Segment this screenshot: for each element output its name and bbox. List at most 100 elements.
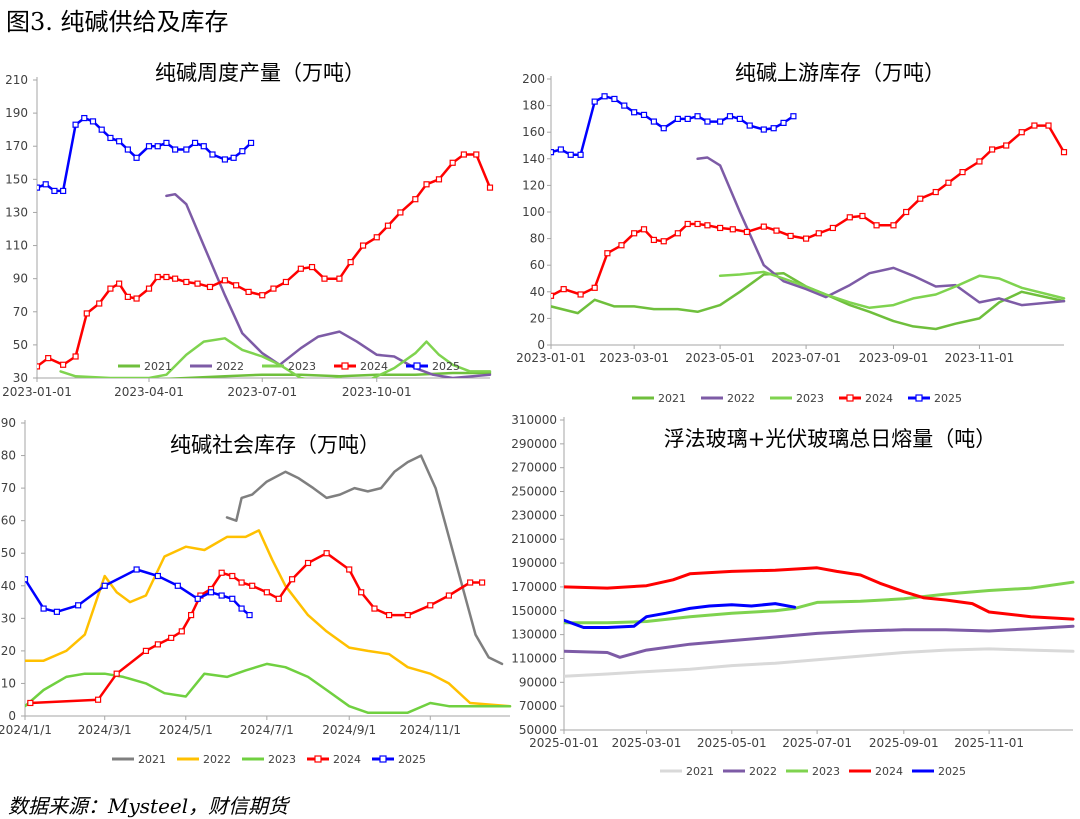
- data-point-2024: [890, 222, 897, 229]
- data-point-2024: [270, 285, 277, 292]
- data-point-2024: [640, 226, 648, 233]
- data-point-2024: [829, 224, 836, 232]
- series-line-2023: [25, 662, 512, 714]
- data-point-2025: [247, 139, 255, 147]
- data-point-2024: [412, 196, 419, 203]
- data-point-2024: [551, 292, 555, 299]
- legend-marker: [846, 394, 854, 402]
- data-point-2024: [397, 209, 404, 216]
- data-point-2024: [945, 179, 952, 186]
- y-tick-label: 150: [5, 172, 28, 186]
- data-point-2025: [746, 122, 753, 129]
- y-tick-label: 80: [530, 232, 545, 246]
- data-point-2024: [467, 579, 474, 586]
- data-point-2025: [133, 154, 140, 161]
- data-point-2024: [591, 284, 598, 291]
- legend-label: 2022: [216, 360, 244, 373]
- data-point-2024: [229, 572, 236, 580]
- data-point-2024: [1003, 142, 1010, 149]
- y-tick-label: 210: [5, 73, 28, 87]
- y-tick-label: 50: [1, 546, 16, 560]
- data-point-2025: [75, 602, 82, 609]
- data-point-2024: [83, 310, 90, 317]
- data-point-2025: [736, 115, 743, 123]
- series-line-2023: [718, 270, 1066, 310]
- data-point-2024: [113, 670, 120, 677]
- data-point-2024: [107, 285, 114, 292]
- data-point-2025: [621, 102, 628, 109]
- y-tick-label: 30: [13, 371, 28, 385]
- legend-label: 2025: [938, 765, 966, 778]
- y-tick-label: 70: [13, 305, 28, 319]
- legend-label: 2024: [360, 360, 388, 373]
- data-point-2025: [694, 113, 701, 120]
- data-point-2024: [760, 223, 767, 230]
- data-point-2025: [577, 151, 584, 158]
- data-point-2024: [873, 222, 880, 229]
- series-line-2022: [564, 624, 1075, 659]
- legend-label: 2022: [203, 753, 231, 766]
- data-point-2024: [1060, 149, 1068, 156]
- x-tick-label: 2023-07-01: [771, 351, 841, 365]
- data-point-2024: [259, 292, 266, 299]
- data-point-2025: [601, 93, 608, 100]
- data-point-2024: [282, 278, 290, 286]
- y-tick-label: 30: [1, 611, 16, 625]
- data-point-2025: [221, 156, 229, 163]
- data-point-2025: [145, 143, 153, 150]
- series-line-2023: [564, 580, 1075, 625]
- data-point-2024: [124, 293, 131, 300]
- legend-label: 2021: [144, 360, 172, 373]
- legend-label: 2023: [288, 360, 316, 373]
- data-point-2025: [53, 608, 60, 615]
- x-tick-label: 2024/3/1: [78, 723, 132, 737]
- legend-marker: [341, 362, 349, 370]
- chart-3: 0 10 20 30 40 50 60 70 80 90 2024/1/1 2024/3/1 2024/…: [0, 416, 512, 766]
- data-point-2024: [435, 176, 443, 183]
- series-line-2025: [551, 95, 795, 157]
- data-point-2024: [460, 151, 467, 158]
- data-point-2024: [275, 595, 282, 602]
- data-point-2024: [94, 696, 102, 703]
- data-point-2025: [591, 98, 598, 105]
- legend-marker: [915, 394, 923, 402]
- y-tick-label: 130000: [511, 628, 557, 642]
- data-point-2025: [704, 118, 711, 125]
- data-point-2025: [25, 576, 29, 583]
- data-point-2024: [917, 195, 924, 202]
- data-point-2025: [640, 111, 648, 119]
- data-point-2025: [790, 113, 797, 120]
- data-point-2024: [989, 146, 996, 153]
- series-line-2021: [551, 271, 1066, 331]
- data-point-2024: [427, 602, 434, 609]
- series-group: [25, 454, 512, 714]
- y-tick-label: 20: [530, 311, 545, 325]
- y-tick-label: 20: [1, 644, 16, 658]
- data-point-2024: [560, 286, 567, 293]
- data-point-2024: [385, 611, 393, 619]
- data-point-2025: [674, 115, 681, 123]
- series-group: [564, 566, 1075, 678]
- data-point-2024: [321, 275, 328, 282]
- data-point-2025: [124, 146, 131, 153]
- data-point-2025: [101, 582, 108, 589]
- legend: 2021 2022 2023 2024 2025: [632, 392, 962, 405]
- x-tick-label: 2025-01-01: [529, 736, 599, 750]
- data-point-2025: [107, 134, 114, 142]
- legend-marker: [379, 755, 387, 763]
- y-tick-label: 50000: [519, 723, 557, 737]
- x-tick-label: 2024/11/1: [400, 723, 462, 737]
- data-point-2024: [142, 647, 150, 654]
- data-point-2024: [802, 235, 810, 242]
- data-point-2025: [230, 154, 237, 161]
- chart-2: 0 20 40 60 80 100 120 140 160 180 200 2023-01-01 202…: [516, 61, 1068, 405]
- data-point-2024: [168, 634, 175, 641]
- series-line-2023: [59, 337, 492, 378]
- data-point-2024: [694, 220, 701, 228]
- series-line-2024: [29, 551, 484, 705]
- data-point-2024: [449, 159, 456, 166]
- y-tick-label: 190: [5, 106, 28, 120]
- data-point-2024: [288, 576, 296, 583]
- y-tick-label: 50: [13, 338, 28, 352]
